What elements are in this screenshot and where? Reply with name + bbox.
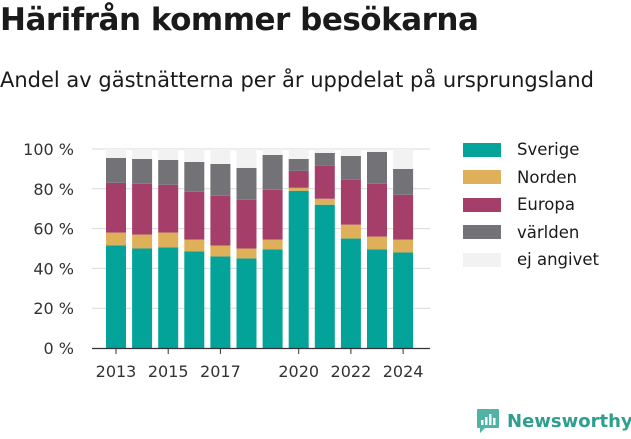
bar-segment-ej-angivet [367, 149, 387, 152]
bar-segment-Sverige [158, 247, 179, 348]
bar-segment-Sverige [132, 248, 153, 348]
bar-segment-världen [314, 152, 335, 166]
bar-segment-världen [393, 168, 414, 195]
bar-segment-Europa [210, 195, 231, 246]
bar-segment-världen [158, 159, 179, 185]
bar-segment-ej-angivet [184, 149, 205, 162]
bar-segment-Europa [132, 183, 153, 235]
bar-segment-världen [210, 163, 231, 196]
bar-segment-Norden [393, 239, 414, 253]
bar-segment-världen [288, 158, 309, 171]
bar-segment-Europa [367, 183, 387, 237]
bar-segment-Norden [158, 232, 179, 248]
legend-item: Sverige [463, 136, 599, 164]
bars [106, 149, 414, 348]
bar-segment-Sverige [367, 249, 387, 348]
x-tick-label: 2015 [148, 362, 189, 381]
legend-label: Europa [517, 195, 575, 215]
newsworthy-logo-icon [477, 409, 499, 433]
chart-subtitle: Andel av gästnätterna per år uppdelat på… [0, 68, 594, 92]
legend-swatch [463, 142, 501, 157]
y-tick-labels: 0 % 20 % 40 % 60 % 80 % 100 % [23, 140, 74, 358]
legend-swatch [463, 197, 501, 212]
legend: Sverige Norden Europa världen ej angivet [463, 136, 599, 274]
bar-segment-ej-angivet [314, 149, 335, 153]
bar-segment-Norden [210, 245, 231, 257]
bar-segment-världen [184, 161, 205, 192]
bar-segment-världen [106, 157, 126, 183]
bar-segment-Norden [314, 198, 335, 205]
x-tick-label: 2017 [200, 362, 241, 381]
bar-segment-Europa [184, 191, 205, 240]
bar-segment-ej-angivet [262, 149, 283, 155]
brand-logo: Newsworthy [476, 408, 631, 434]
bar-segment-Europa [314, 165, 335, 199]
bar-segment-Norden [262, 239, 283, 250]
legend-swatch [463, 170, 501, 185]
bar-segment-Sverige [340, 238, 361, 348]
bar-segment-Sverige [288, 190, 309, 348]
y-tick-label: 80 % [33, 180, 74, 199]
legend-label: Norden [517, 167, 578, 187]
bar-segment-Sverige [262, 249, 283, 348]
bar-segment-ej-angivet [210, 149, 231, 164]
bar-segment-världen [340, 155, 361, 180]
y-tick-label: 60 % [33, 220, 74, 239]
y-tick-label: 0 % [44, 339, 74, 358]
bar-segment-Sverige [314, 204, 335, 348]
chart-title: Härifrån kommer besökarna [0, 2, 479, 38]
bar-segment-Norden [184, 239, 205, 252]
legend-item: världen [463, 219, 599, 247]
bar-segment-Europa [340, 179, 361, 225]
brand-name: Newsworthy [507, 410, 631, 432]
y-tick-label: 100 % [23, 140, 74, 159]
bar-segment-Sverige [236, 258, 257, 348]
legend-swatch [463, 225, 501, 240]
bar-segment-Europa [106, 182, 126, 233]
bar-segment-ej-angivet [158, 149, 179, 160]
legend-item: ej angivet [463, 246, 599, 274]
bar-segment-Sverige [210, 256, 231, 348]
bar-segment-Europa [236, 199, 257, 249]
bar-segment-Norden [367, 236, 387, 250]
bar-segment-världen [262, 154, 283, 190]
bar-segment-Norden [236, 248, 257, 259]
bar-segment-världen [236, 167, 257, 200]
y-tick-label: 20 % [33, 299, 74, 318]
bar-segment-Sverige [106, 245, 126, 348]
bar-segment-Sverige [184, 251, 205, 348]
bar-segment-Europa [393, 194, 414, 240]
bar-segment-Europa [288, 170, 309, 188]
legend-item: Europa [463, 191, 599, 219]
x-tick-label: 2020 [278, 362, 319, 381]
bar-segment-Europa [158, 184, 179, 233]
legend-label: världen [517, 222, 580, 242]
bar-segment-Norden [132, 234, 153, 249]
x-tick-labels: 2013 2015 2017 2020 2022 2024 [96, 362, 424, 381]
bar-segment-ej-angivet [288, 149, 309, 159]
legend-swatch [463, 252, 501, 267]
x-tick-label: 2024 [383, 362, 424, 381]
bar-segment-Norden [106, 232, 126, 246]
bar-segment-ej-angivet [106, 149, 126, 158]
bar-segment-Norden [288, 187, 309, 191]
legend-item: Norden [463, 164, 599, 192]
bar-segment-Norden [340, 224, 361, 239]
bar-segment-ej-angivet [340, 149, 361, 156]
legend-label: Sverige [517, 140, 580, 160]
bar-segment-ej-angivet [393, 149, 414, 169]
bar-segment-ej-angivet [236, 149, 257, 168]
bar-segment-Europa [262, 189, 283, 240]
legend-label: ej angivet [517, 250, 599, 270]
bar-segment-världen [367, 151, 387, 184]
axes [92, 347, 430, 354]
y-tick-label: 40 % [33, 259, 74, 278]
x-tick-label: 2013 [96, 362, 137, 381]
bar-segment-Sverige [393, 252, 414, 348]
x-tick-label: 2022 [331, 362, 372, 381]
bar-segment-ej-angivet [132, 149, 153, 159]
bar-segment-världen [132, 158, 153, 184]
